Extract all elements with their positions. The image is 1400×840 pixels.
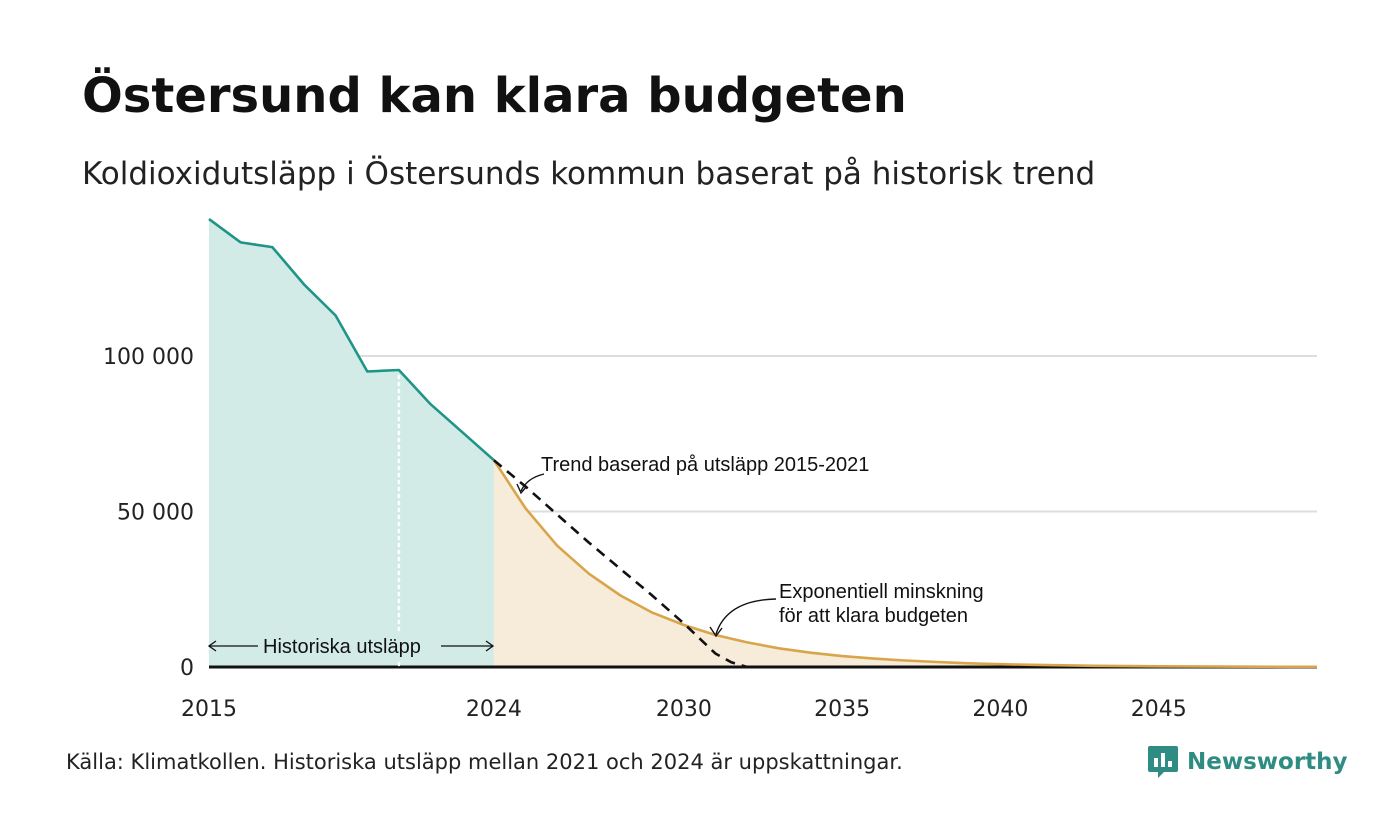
historical-label-bg: [258, 634, 442, 660]
x-tick-label-2035: 2035: [814, 697, 870, 722]
x-tick-label-2045: 2045: [1131, 697, 1187, 722]
budget-annotation-line2: för att klara budgeten: [779, 605, 968, 627]
budget-emissions-area: [493, 460, 1317, 667]
x-tick-label-2015: 2015: [181, 697, 237, 722]
y-tick-label-50000: 50 000: [117, 500, 194, 525]
annotations: Trend baserad på utsläpp 2015-2021 Expon…: [207, 454, 984, 660]
trend-line: [493, 459, 748, 669]
newsworthy-chart-bubble-icon: [1148, 746, 1178, 778]
x-axis-ticks: 2015 2024 2030 2035 2040 2045: [181, 697, 1187, 722]
chart-subtitle: Koldioxidutsläpp i Östersunds kommun bas…: [82, 156, 1096, 192]
chart-title: Östersund kan klara budgeten: [82, 68, 907, 124]
y-tick-label-0: 0: [180, 656, 194, 681]
historical-annotation: Historiska utsläpp: [263, 636, 421, 658]
source-note: Källa: Klimatkollen. Historiska utsläpp …: [66, 750, 903, 774]
newsworthy-wordmark: Newsworthy: [1187, 749, 1348, 775]
trend-annotation-arrow: [520, 473, 545, 492]
y-axis-ticks: 0 50 000 100 000: [103, 345, 194, 681]
newsworthy-logo: Newsworthy: [1147, 744, 1348, 780]
budget-annotation-arrow: [715, 598, 777, 635]
budget-annotation-line1: Exponentiell minskning: [779, 581, 984, 603]
x-tick-label-2040: 2040: [972, 697, 1028, 722]
historical-span-left-arrowhead: [207, 640, 217, 652]
trend-annotation-arrowhead: [516, 483, 528, 495]
budget-emissions-line: [492, 459, 1317, 669]
historical-emissions-area: [209, 219, 494, 667]
historical-span-right-arrowhead: [485, 640, 495, 652]
trend-annotation: Trend baserad på utsläpp 2015-2021: [541, 454, 869, 476]
budget-annotation-arrowhead: [709, 626, 723, 638]
x-tick-label-2030: 2030: [656, 697, 712, 722]
x-tick-label-2024: 2024: [466, 697, 522, 722]
historical-emissions-line: [208, 218, 495, 462]
y-tick-label-100000: 100 000: [103, 345, 194, 370]
